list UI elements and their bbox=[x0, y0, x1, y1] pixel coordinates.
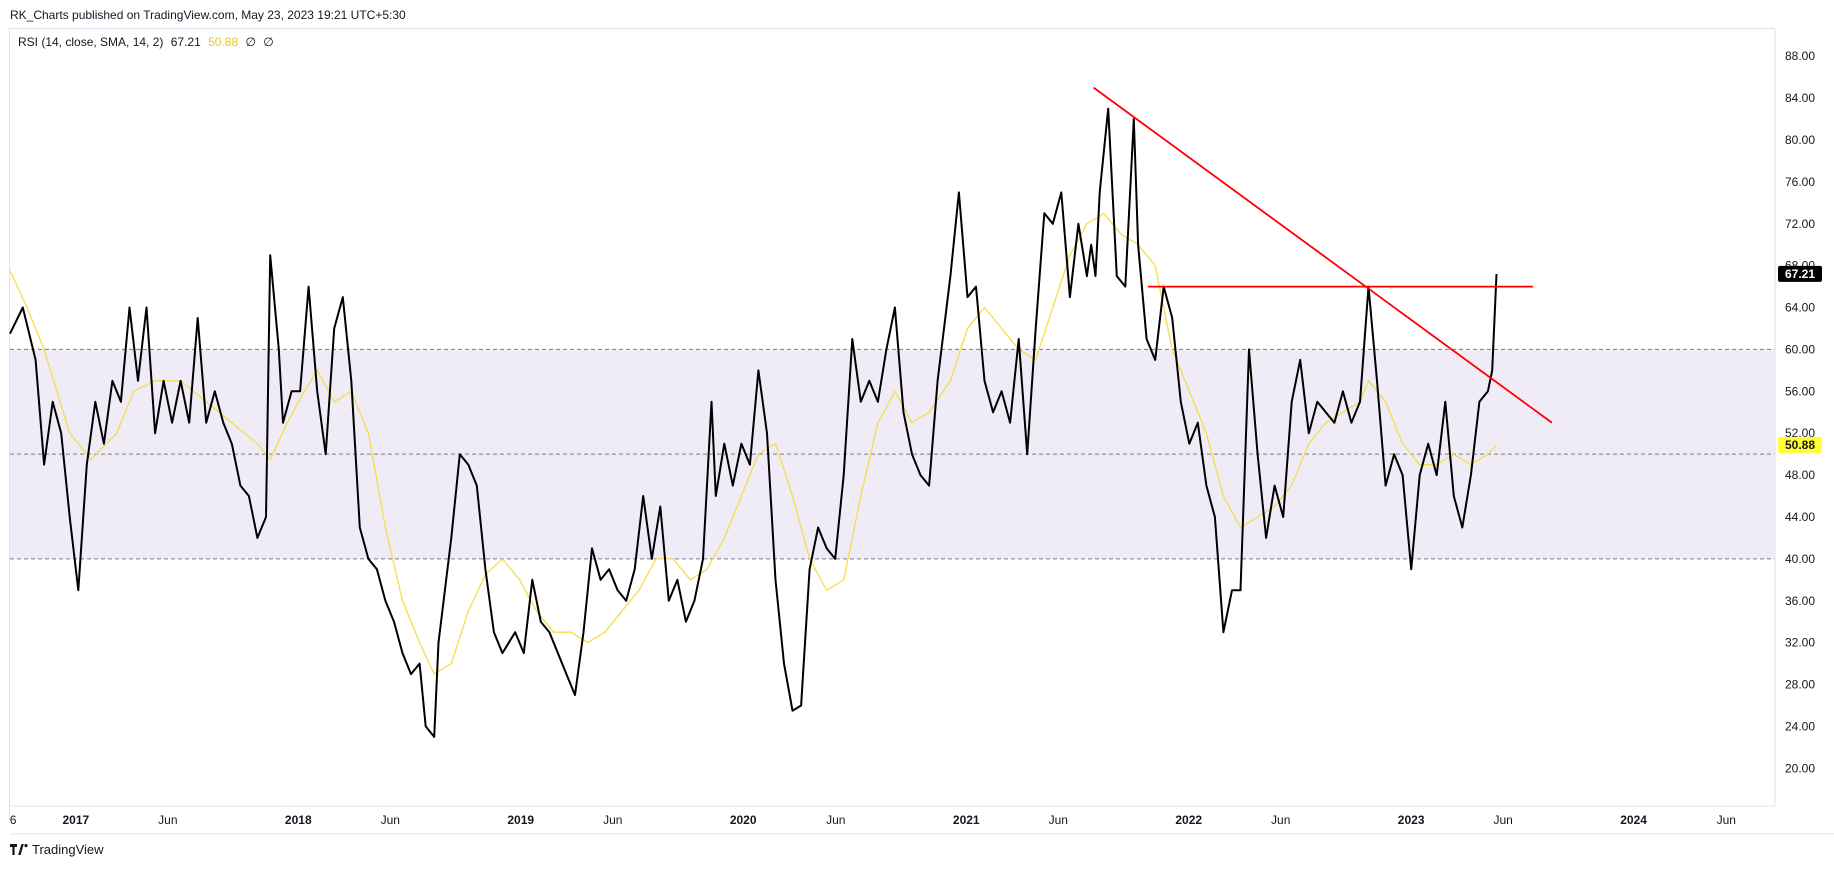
rsi-last-value-badge: 67.21 bbox=[1785, 267, 1815, 281]
x-tick-label: 2024 bbox=[1620, 813, 1647, 827]
legend-extra-2: ∅ bbox=[263, 35, 274, 49]
indicator-legend[interactable]: RSI (14, close, SMA, 14, 2) 67.21 50.88 … bbox=[18, 35, 278, 49]
legend-name: RSI (14, close, SMA, 14, 2) bbox=[18, 35, 164, 49]
x-tick-label: 2018 bbox=[285, 813, 312, 827]
legend-sma-value: 50.88 bbox=[208, 35, 239, 49]
y-tick-label: 48.00 bbox=[1785, 468, 1815, 482]
x-tick-label: 2022 bbox=[1175, 813, 1202, 827]
x-tick-label: Jun bbox=[1271, 813, 1290, 827]
sma-last-value-badge-bg bbox=[1778, 436, 1822, 453]
x-tick-label: 2020 bbox=[730, 813, 757, 827]
x-tick-label: 2023 bbox=[1398, 813, 1425, 827]
trendline-descending bbox=[1093, 86, 1553, 424]
y-tick-label: 36.00 bbox=[1785, 594, 1815, 608]
legend-extra-1: ∅ bbox=[245, 35, 256, 49]
x-tick-label: Jun bbox=[158, 813, 177, 827]
x-tick-label: 2021 bbox=[953, 813, 980, 827]
x-tick-label: 2017 bbox=[62, 813, 89, 827]
y-tick-label: 20.00 bbox=[1785, 761, 1815, 775]
y-tick-label: 24.00 bbox=[1785, 719, 1815, 733]
tradingview-logo-icon bbox=[10, 844, 28, 855]
x-tick-label: Jun bbox=[1494, 813, 1513, 827]
publisher-line: RK_Charts published on TradingView.com, … bbox=[10, 8, 406, 22]
y-tick-label: 56.00 bbox=[1785, 384, 1815, 398]
y-tick-label: 64.00 bbox=[1785, 301, 1815, 315]
x-tick-label: Jun bbox=[381, 813, 400, 827]
y-tick-label: 40.00 bbox=[1785, 552, 1815, 566]
x-tick-label: Jun bbox=[1717, 813, 1736, 827]
rsi-line bbox=[9, 107, 1498, 738]
y-tick-label: 80.00 bbox=[1785, 133, 1815, 147]
y-tick-label: 76.00 bbox=[1785, 175, 1815, 189]
footer-branding[interactable]: TradingView bbox=[10, 842, 104, 857]
x-tick-label: Jun bbox=[603, 813, 622, 827]
sma-last-value-badge: 50.88 bbox=[1785, 438, 1815, 452]
y-tick-label: 44.00 bbox=[1785, 510, 1815, 524]
y-tick-label: 72.00 bbox=[1785, 217, 1815, 231]
y-tick-label: 52.00 bbox=[1785, 426, 1815, 440]
y-tick-label: 32.00 bbox=[1785, 636, 1815, 650]
footer-brand-text: TradingView bbox=[32, 842, 104, 857]
chart-frame bbox=[9, 28, 1775, 820]
x-tick-label: 2019 bbox=[507, 813, 534, 827]
rsi-last-value-badge-bg bbox=[1778, 265, 1822, 282]
y-tick-label: 88.00 bbox=[1785, 49, 1815, 63]
x-tick-label: Jun bbox=[826, 813, 845, 827]
y-tick-label: 60.00 bbox=[1785, 342, 1815, 356]
y-tick-label: 84.00 bbox=[1785, 91, 1815, 105]
x-tick-label: 6 bbox=[10, 813, 17, 827]
y-tick-label: 28.00 bbox=[1785, 678, 1815, 692]
x-tick-label: Jun bbox=[1049, 813, 1068, 827]
legend-rsi-value: 67.21 bbox=[170, 35, 201, 49]
